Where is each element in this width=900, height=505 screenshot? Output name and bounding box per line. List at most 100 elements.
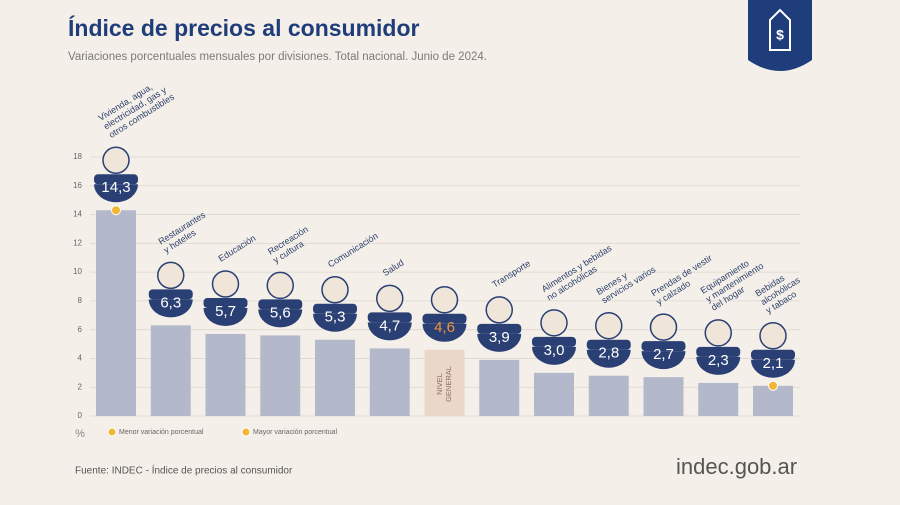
category: Salud [381, 257, 406, 278]
brand: indec.gob.ar [676, 454, 797, 479]
highlight-marker [768, 380, 778, 391]
category-label: Comunicación [326, 231, 380, 270]
legend-label: Menor variación porcentual [119, 429, 204, 436]
bar-inner-label: NIVEL GENERAL [435, 366, 453, 402]
bar [479, 359, 520, 416]
value-badge [258, 309, 303, 328]
y-tick-label: 6 [78, 325, 83, 334]
value-badge [641, 351, 686, 370]
value-label: 14,3 [101, 179, 130, 196]
category: Comunicación [326, 231, 380, 270]
value-badge [94, 184, 138, 203]
value-badge-top [641, 341, 686, 352]
value-label: 2,7 [653, 346, 674, 363]
category-label: Transporte [490, 258, 532, 289]
y-tick-label: 14 [73, 210, 82, 219]
bar [315, 339, 355, 416]
value-badge [477, 333, 522, 352]
legend-marker [107, 427, 117, 437]
value-label: 4,6 [434, 319, 455, 336]
value-label: 5,3 [325, 309, 346, 326]
value-badge [586, 349, 631, 368]
icon [649, 313, 678, 341]
y-tick-label: 10 [73, 267, 82, 276]
bar [643, 377, 684, 416]
icon [211, 270, 240, 298]
value-label: 2,3 [708, 352, 729, 369]
value-badge-top [148, 289, 193, 300]
bar [205, 333, 246, 416]
icon [376, 284, 404, 313]
icon [704, 319, 732, 347]
value-badge-top [696, 346, 741, 357]
category: Educación [217, 233, 258, 264]
source: Fuente: INDEC - Índice de precios al con… [75, 464, 293, 477]
chart-subtitle: Variaciones porcentuales mensuales por d… [68, 51, 487, 63]
value-label: 4,7 [379, 317, 400, 334]
value-badge [696, 356, 741, 375]
category-label: Educación [217, 233, 258, 264]
bar [534, 372, 574, 416]
value-badge [148, 299, 193, 318]
y-tick-label: 2 [78, 382, 83, 391]
value-label: 5,7 [215, 303, 236, 320]
value-label: 2,8 [598, 345, 619, 362]
category-label: GENERAL [444, 366, 453, 402]
value-badge [203, 307, 248, 326]
value-label: 3,0 [544, 342, 565, 359]
value-label: 2,1 [763, 355, 784, 372]
bar [424, 349, 465, 416]
value-badge-top [258, 299, 303, 310]
icon [157, 261, 185, 290]
value-label: 3,9 [489, 329, 510, 346]
svg-text:$: $ [776, 27, 784, 43]
value-badge-top [203, 297, 248, 308]
value-label: 5,6 [270, 304, 291, 321]
value-badge [313, 313, 357, 332]
value-badge-top [477, 323, 522, 334]
bar [588, 375, 629, 416]
bar [369, 348, 410, 416]
y-tick-label: 16 [73, 181, 82, 190]
value-badge-top [367, 312, 412, 323]
y-tick-label: 18 [73, 152, 82, 161]
category-label: Salud [381, 257, 406, 278]
y-tick-label: 12 [73, 238, 82, 247]
value-badge [367, 322, 412, 341]
bar [753, 385, 793, 416]
logo: $ [748, 0, 812, 71]
legend-label: Mayor variación porcentual [253, 429, 337, 436]
highlight-marker [111, 205, 121, 216]
icon [266, 271, 294, 300]
legend-marker [241, 427, 251, 437]
y-tick-label: 8 [78, 296, 83, 305]
icon [540, 309, 568, 337]
value-label: 6,3 [160, 294, 181, 311]
value-badge [532, 346, 576, 365]
value-badge-top [313, 303, 357, 314]
bar [96, 210, 136, 416]
value-badge-top [94, 174, 138, 185]
icon [485, 296, 513, 324]
category: Transporte [490, 258, 532, 289]
icon [321, 275, 349, 304]
icon [759, 322, 787, 350]
bar [260, 335, 301, 416]
chart-title: Índice de precios al consumidor [68, 14, 420, 41]
value-badge-top [422, 313, 467, 324]
icon [102, 146, 130, 174]
y-axis-label: % [75, 428, 85, 440]
value-badge-top [532, 336, 576, 347]
bar [698, 382, 739, 416]
y-tick-label: 4 [78, 354, 83, 363]
bar [150, 325, 191, 416]
category: Vivienda, agua,electricidad, gas yotros … [96, 82, 176, 140]
y-tick-label: 0 [78, 411, 83, 420]
value-badge-top [751, 349, 795, 360]
